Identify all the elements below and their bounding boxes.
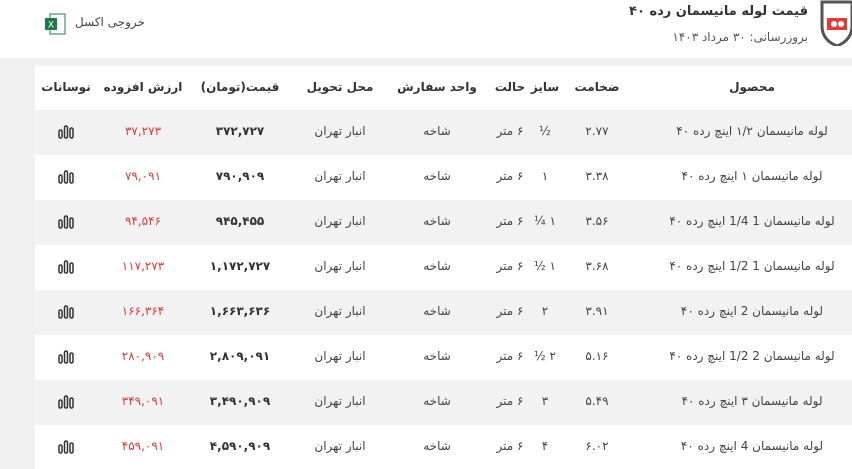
product-cell: لوله مانیسمان 2 1/2 اینچ رده ۴۰ — [669, 349, 835, 363]
column-header: محل تحویل — [306, 80, 374, 94]
thickness-cell: ۵.۱۶ — [585, 349, 609, 363]
price-cell: ۷۹۰,۹۰۹ — [215, 169, 265, 183]
table-row — [35, 155, 852, 200]
size-cell: ۳ — [541, 394, 549, 408]
price-cell: ۱,۱۷۲,۷۲۷ — [209, 259, 271, 273]
size-cell: ۱ ½ — [534, 259, 556, 273]
unit-cell: شاخه — [423, 304, 451, 318]
state-cell: ۶ متر — [496, 349, 524, 363]
chart-icon[interactable] — [58, 393, 74, 409]
unit-cell: شاخه — [423, 349, 451, 363]
price-cell: ۱,۶۶۳,۶۳۶ — [209, 304, 271, 318]
unit-cell: شاخه — [423, 394, 451, 408]
price-cell: ۲,۸۰۹,۰۹۱ — [209, 349, 271, 363]
vat-cell: ۹۴,۵۴۶ — [124, 214, 162, 228]
vat-cell: ۴۵۹,۰۹۱ — [121, 439, 165, 453]
delivery-cell: انبار تهران — [314, 124, 366, 138]
update-date: بروزرسانی: ۳۰ مرداد ۱۴۰۳ — [672, 30, 808, 44]
thickness-cell: ۳.۶۸ — [585, 259, 609, 273]
column-header: حالت — [494, 80, 526, 94]
vat-cell: ۱۱۷,۲۷۳ — [121, 259, 165, 273]
thickness-cell: ۳.۵۶ — [585, 214, 609, 228]
vat-cell: ۱۶۶,۳۶۴ — [121, 304, 165, 318]
chart-icon[interactable] — [58, 348, 74, 364]
thickness-cell: ۲.۷۷ — [585, 124, 609, 138]
column-header: واحد سفارش — [397, 80, 477, 94]
size-cell: ½ — [539, 124, 551, 138]
unit-cell: شاخه — [423, 214, 451, 228]
page-title: قیمت لوله مانیسمان رده ۴۰ — [629, 4, 808, 19]
state-cell: ۶ متر — [496, 169, 524, 183]
column-header: ارزش افزوده — [103, 80, 183, 94]
thickness-cell: ۳.۳۸ — [585, 169, 609, 183]
size-cell: ۴ — [541, 439, 549, 453]
chart-icon[interactable] — [58, 123, 74, 139]
delivery-cell: انبار تهران — [314, 214, 366, 228]
delivery-cell: انبار تهران — [314, 439, 366, 453]
delivery-cell: انبار تهران — [314, 394, 366, 408]
product-cell: لوله مانیسمان 1 1/4 اینچ رده ۴۰ — [669, 214, 835, 228]
column-header: ضخامت — [574, 80, 620, 94]
product-cell: لوله مانیسمان ۱/۲ اینچ رده ۴۰ — [676, 124, 828, 138]
unit-cell: شاخه — [423, 259, 451, 273]
chart-icon[interactable] — [58, 258, 74, 274]
table-row — [35, 110, 852, 155]
delivery-cell: انبار تهران — [314, 349, 366, 363]
column-header: سایز — [530, 80, 560, 94]
table-row — [35, 425, 852, 469]
size-cell: ۲ — [541, 304, 549, 318]
price-cell: ۳,۴۹۰,۹۰۹ — [209, 394, 271, 408]
table-row — [35, 200, 852, 245]
vat-cell: ۳۴۹,۰۹۱ — [121, 394, 165, 408]
delivery-cell: انبار تهران — [314, 304, 366, 318]
header: قیمت لوله مانیسمان رده ۴۰ بروزرسانی: ۳۰ … — [0, 0, 852, 58]
size-cell: ۱ — [541, 169, 549, 183]
table-row — [35, 380, 852, 425]
price-cell: ۳۷۲,۷۲۷ — [215, 124, 265, 138]
excel-icon[interactable]: X — [44, 13, 66, 35]
table-row — [35, 290, 852, 335]
unit-cell: شاخه — [423, 439, 451, 453]
size-cell: ۲ ½ — [534, 349, 556, 363]
column-header: محصول — [729, 80, 775, 94]
column-header: نوسانات — [41, 80, 91, 94]
delivery-cell: انبار تهران — [314, 169, 366, 183]
svg-text:X: X — [48, 21, 54, 31]
state-cell: ۶ متر — [496, 394, 524, 408]
thickness-cell: ۳.۹۱ — [585, 304, 609, 318]
price-cell: ۴,۵۹۰,۹۰۹ — [209, 439, 271, 453]
delivery-cell: انبار تهران — [314, 259, 366, 273]
state-cell: ۶ متر — [496, 124, 524, 138]
thickness-cell: ۵.۴۹ — [585, 394, 609, 408]
thickness-cell: ۶.۰۲ — [585, 439, 609, 453]
table-row — [35, 245, 852, 290]
product-cell: لوله مانیسمان 4 اینچ رده ۴۰ — [680, 439, 824, 453]
chart-icon[interactable] — [58, 438, 74, 454]
chart-icon[interactable] — [58, 303, 74, 319]
unit-cell: شاخه — [423, 124, 451, 138]
product-cell: لوله مانیسمان ۱ اینچ رده ۴۰ — [681, 169, 823, 183]
vat-cell: ۷۹,۰۹۱ — [124, 169, 162, 183]
chart-icon[interactable] — [58, 168, 74, 184]
size-cell: ۱ ¼ — [534, 214, 556, 228]
state-cell: ۶ متر — [496, 259, 524, 273]
vat-cell: ۲۸۰,۹۰۹ — [121, 349, 165, 363]
column-header: قیمت(تومان) — [200, 80, 280, 94]
table-row — [35, 335, 852, 380]
unit-cell: شاخه — [423, 169, 451, 183]
state-cell: ۶ متر — [496, 214, 524, 228]
state-cell: ۶ متر — [496, 439, 524, 453]
price-cell: ۹۴۵,۴۵۵ — [215, 214, 265, 228]
vat-cell: ۳۷,۲۷۳ — [124, 124, 162, 138]
excel-export[interactable]: خروجی اکسل — [75, 15, 145, 29]
product-cell: لوله مانیسمان 2 اینچ رده ۴۰ — [680, 304, 824, 318]
product-cell: لوله مانیسمان ۳ اینچ رده ۴۰ — [681, 394, 823, 408]
product-cell: لوله مانیسمان 1 1/2 اینچ رده ۴۰ — [669, 259, 835, 273]
logo — [820, 0, 852, 46]
state-cell: ۶ متر — [496, 304, 524, 318]
chart-icon[interactable] — [58, 213, 74, 229]
